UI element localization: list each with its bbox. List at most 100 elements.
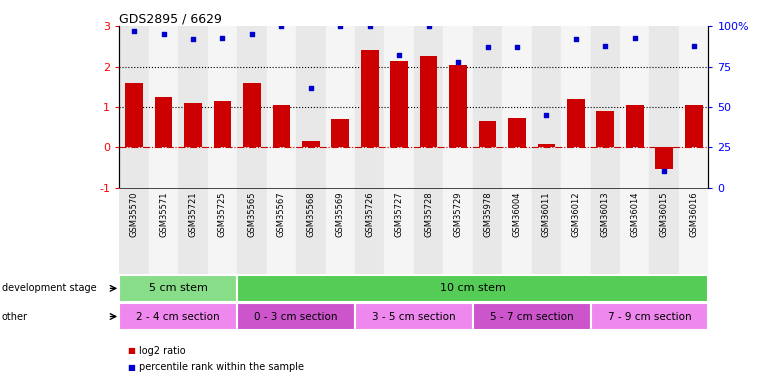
Text: GSM35728: GSM35728 xyxy=(424,192,433,237)
Bar xyxy=(414,188,444,274)
Text: GSM36015: GSM36015 xyxy=(660,192,668,237)
Bar xyxy=(650,26,679,188)
Text: GSM35570: GSM35570 xyxy=(129,192,139,237)
Bar xyxy=(237,303,355,330)
Bar xyxy=(237,26,266,188)
Point xyxy=(275,23,287,29)
Point xyxy=(570,36,582,42)
Text: GSM35729: GSM35729 xyxy=(454,192,463,237)
Bar xyxy=(384,188,414,274)
Bar xyxy=(126,83,143,147)
Point xyxy=(305,84,317,90)
Bar xyxy=(149,188,178,274)
Bar xyxy=(620,26,650,188)
Bar xyxy=(591,188,620,274)
Point xyxy=(658,168,671,174)
Bar xyxy=(178,26,208,188)
Bar xyxy=(449,64,467,147)
Bar xyxy=(473,303,591,330)
Point xyxy=(481,44,494,50)
Bar xyxy=(650,188,679,274)
Bar xyxy=(626,105,644,147)
Text: GSM35565: GSM35565 xyxy=(247,192,256,237)
Bar xyxy=(561,26,591,188)
Text: GSM36016: GSM36016 xyxy=(689,192,698,237)
Text: 2 - 4 cm section: 2 - 4 cm section xyxy=(136,312,220,321)
Text: GSM35725: GSM35725 xyxy=(218,192,227,237)
Bar xyxy=(326,26,355,188)
Bar xyxy=(444,26,473,188)
Bar xyxy=(331,119,349,147)
Text: GSM35727: GSM35727 xyxy=(395,192,403,237)
Bar xyxy=(531,188,561,274)
Point xyxy=(541,112,553,118)
Bar xyxy=(326,188,355,274)
Bar xyxy=(420,57,437,147)
Bar xyxy=(119,275,237,302)
Text: 7 - 9 cm section: 7 - 9 cm section xyxy=(608,312,691,321)
Bar xyxy=(655,147,673,170)
Bar xyxy=(390,60,408,147)
Text: GDS2895 / 6629: GDS2895 / 6629 xyxy=(119,12,223,25)
Bar xyxy=(119,188,149,274)
Text: 3 - 5 cm section: 3 - 5 cm section xyxy=(372,312,456,321)
Bar xyxy=(384,26,414,188)
Bar xyxy=(414,26,444,188)
Bar xyxy=(149,26,178,188)
Bar xyxy=(155,97,172,147)
Text: GSM36004: GSM36004 xyxy=(513,192,521,237)
Bar xyxy=(178,188,208,274)
Bar xyxy=(591,26,620,188)
Point xyxy=(452,59,464,65)
Bar xyxy=(119,26,149,188)
Text: GSM35569: GSM35569 xyxy=(336,192,345,237)
Bar xyxy=(685,105,702,147)
Point xyxy=(599,43,611,49)
Bar xyxy=(597,111,614,147)
Point xyxy=(511,44,523,50)
Bar xyxy=(679,26,708,188)
Text: ■: ■ xyxy=(127,363,135,372)
Text: log2 ratio: log2 ratio xyxy=(139,346,186,355)
Point xyxy=(334,23,346,29)
Bar xyxy=(355,188,384,274)
Bar xyxy=(591,303,708,330)
Point xyxy=(393,52,405,58)
Bar xyxy=(620,188,650,274)
Bar xyxy=(479,121,497,147)
Text: GSM35978: GSM35978 xyxy=(483,192,492,237)
Bar xyxy=(237,275,708,302)
Bar xyxy=(266,188,296,274)
Text: GSM36012: GSM36012 xyxy=(571,192,581,237)
Text: GSM35567: GSM35567 xyxy=(277,192,286,237)
Bar xyxy=(502,188,531,274)
Bar xyxy=(473,26,502,188)
Bar xyxy=(531,26,561,188)
Text: GSM35721: GSM35721 xyxy=(189,192,197,237)
Point xyxy=(363,23,376,29)
Text: 5 cm stem: 5 cm stem xyxy=(149,284,208,293)
Point xyxy=(688,43,700,49)
Text: GSM35571: GSM35571 xyxy=(159,192,168,237)
Bar xyxy=(679,188,708,274)
Text: other: other xyxy=(2,312,28,321)
Point xyxy=(157,32,169,38)
Bar xyxy=(537,144,555,147)
Bar xyxy=(208,188,237,274)
Bar xyxy=(237,188,266,274)
Point xyxy=(187,36,199,42)
Point xyxy=(216,34,229,40)
Bar xyxy=(296,188,326,274)
Text: development stage: development stage xyxy=(2,284,96,293)
Bar xyxy=(184,103,202,147)
Bar xyxy=(508,118,526,147)
Text: percentile rank within the sample: percentile rank within the sample xyxy=(139,363,303,372)
Text: 5 - 7 cm section: 5 - 7 cm section xyxy=(490,312,574,321)
Text: GSM36014: GSM36014 xyxy=(631,192,639,237)
Bar xyxy=(266,26,296,188)
Bar xyxy=(502,26,531,188)
Bar xyxy=(355,26,384,188)
Text: 0 - 3 cm section: 0 - 3 cm section xyxy=(254,312,338,321)
Bar xyxy=(567,99,584,147)
Bar xyxy=(561,188,591,274)
